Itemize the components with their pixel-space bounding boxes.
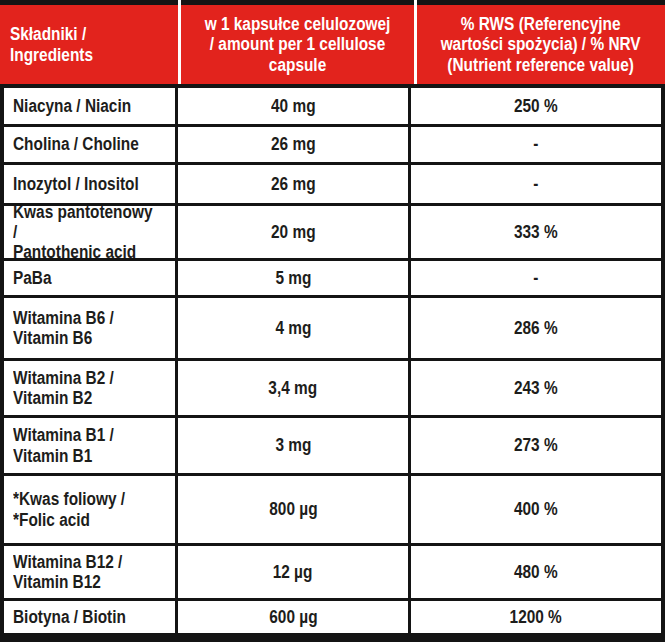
rws-cell: 273 %: [411, 418, 661, 473]
amount-value: 40 mg: [271, 96, 316, 116]
amount-value: 3 mg: [275, 435, 311, 455]
rws-cell: -: [411, 127, 661, 162]
table-row: Witamina B2 / Vitamin B2 3,4 mg 243 %: [4, 358, 661, 415]
rws-value: 250 %: [514, 96, 558, 116]
amount-value: 12 µg: [273, 562, 313, 582]
ingredient-name-cell: Witamina B1 / Vitamin B1: [4, 418, 178, 473]
header-ingredients-label: Składniki / Ingredients: [10, 24, 93, 65]
amount-value: 3,4 mg: [269, 378, 318, 398]
rws-cell: 480 %: [411, 546, 661, 598]
ingredient-name-cell: PaBa: [4, 261, 178, 295]
ingredient-name: Inozytol / Inositol: [13, 174, 139, 194]
header-rws-label: % RWS (Referencyjne wartości spożycia) /…: [441, 14, 641, 76]
amount-cell: 3,4 mg: [178, 361, 411, 415]
rws-cell: 250 %: [411, 88, 661, 124]
amount-cell: 26 mg: [178, 165, 411, 203]
rws-value: 480 %: [514, 562, 558, 582]
ingredient-name-cell: Witamina B2 / Vitamin B2: [4, 361, 178, 415]
rws-value: -: [533, 134, 538, 154]
ingredient-name: Witamina B6 / Vitamin B6: [13, 308, 114, 348]
amount-value: 26 mg: [271, 174, 316, 194]
rws-value: 400 %: [514, 499, 558, 519]
rws-value: 1200 %: [510, 607, 562, 627]
rws-value: -: [533, 268, 538, 288]
amount-cell: 3 mg: [178, 418, 411, 473]
ingredient-name-cell: Witamina B6 / Vitamin B6: [4, 298, 178, 358]
bottom-border-bar: [0, 633, 665, 642]
table-body: Niacyna / Niacin 40 mg 250 % Cholina / C…: [0, 84, 665, 633]
rws-cell: 1200 %: [411, 601, 661, 633]
ingredient-name: Witamina B12 / Vitamin B12: [13, 552, 122, 592]
amount-value: 5 mg: [275, 268, 311, 288]
table-row: *Kwas foliowy / *Folic acid 800 µg 400 %: [4, 473, 661, 543]
amount-cell: 4 mg: [178, 298, 411, 358]
amount-cell: 600 µg: [178, 601, 411, 633]
ingredient-name-cell: *Kwas foliowy / *Folic acid: [4, 476, 178, 543]
amount-cell: 20 mg: [178, 206, 411, 258]
table-row: Witamina B12 / Vitamin B12 12 µg 480 %: [4, 543, 661, 598]
ingredient-name: Witamina B2 / Vitamin B2: [13, 368, 114, 408]
nutrition-facts-table: Składniki / Ingredients w 1 kapsułce cel…: [0, 0, 665, 642]
ingredient-name: *Kwas foliowy / *Folic acid: [13, 489, 125, 529]
ingredient-name: Witamina B1 / Vitamin B1: [13, 425, 114, 465]
amount-value: 600 µg: [269, 607, 317, 627]
amount-cell: 40 mg: [178, 88, 411, 124]
ingredient-name-cell: Cholina / Choline: [4, 127, 178, 162]
ingredient-name: Cholina / Choline: [13, 134, 139, 154]
amount-value: 4 mg: [275, 318, 311, 338]
table-row: Cholina / Choline 26 mg -: [4, 124, 661, 162]
table-row: Witamina B6 / Vitamin B6 4 mg 286 %: [4, 295, 661, 358]
table-row: Inozytol / Inositol 26 mg -: [4, 162, 661, 203]
rws-cell: -: [411, 261, 661, 295]
ingredient-name-cell: Kwas pantotenowy / Pantothenic acid: [4, 206, 178, 258]
amount-cell: 12 µg: [178, 546, 411, 598]
rws-value: 286 %: [514, 318, 558, 338]
table-row: Niacyna / Niacin 40 mg 250 %: [4, 84, 661, 124]
ingredient-name-cell: Witamina B12 / Vitamin B12: [4, 546, 178, 598]
rws-cell: 333 %: [411, 206, 661, 258]
amount-value: 20 mg: [271, 222, 316, 242]
ingredient-name: PaBa: [13, 268, 52, 288]
ingredient-name: Niacyna / Niacin: [13, 96, 131, 116]
ingredient-name: Biotyna / Biotin: [13, 607, 126, 627]
amount-cell: 5 mg: [178, 261, 411, 295]
rws-cell: 243 %: [411, 361, 661, 415]
rws-value: -: [533, 174, 538, 194]
table-row: Witamina B1 / Vitamin B1 3 mg 273 %: [4, 415, 661, 473]
rws-cell: -: [411, 165, 661, 203]
ingredient-name-cell: Inozytol / Inositol: [4, 165, 178, 203]
header-amount-label: w 1 kapsułce celulozowej / amount per 1 …: [205, 14, 391, 76]
table-row: Biotyna / Biotin 600 µg 1200 %: [4, 598, 661, 633]
ingredient-name-cell: Niacyna / Niacin: [4, 88, 178, 124]
amount-cell: 26 mg: [178, 127, 411, 162]
rws-cell: 400 %: [411, 476, 661, 543]
amount-value: 26 mg: [271, 134, 316, 154]
rws-cell: 286 %: [411, 298, 661, 358]
table-row: PaBa 5 mg -: [4, 258, 661, 295]
table-row: Kwas pantotenowy / Pantothenic acid 20 m…: [4, 203, 661, 258]
ingredient-name-cell: Biotyna / Biotin: [4, 601, 178, 633]
header-cell-rws: % RWS (Referencyjne wartości spożycia) /…: [417, 0, 665, 84]
table-header-row: Składniki / Ingredients w 1 kapsułce cel…: [0, 0, 665, 84]
amount-cell: 800 µg: [178, 476, 411, 543]
amount-value: 800 µg: [269, 499, 317, 519]
rws-value: 333 %: [514, 222, 558, 242]
ingredient-name: Kwas pantotenowy / Pantothenic acid: [13, 206, 156, 258]
rws-value: 273 %: [514, 435, 558, 455]
header-cell-ingredients: Składniki / Ingredients: [0, 0, 178, 84]
header-cell-amount: w 1 kapsułce celulozowej / amount per 1 …: [181, 0, 414, 84]
rws-value: 243 %: [514, 378, 558, 398]
